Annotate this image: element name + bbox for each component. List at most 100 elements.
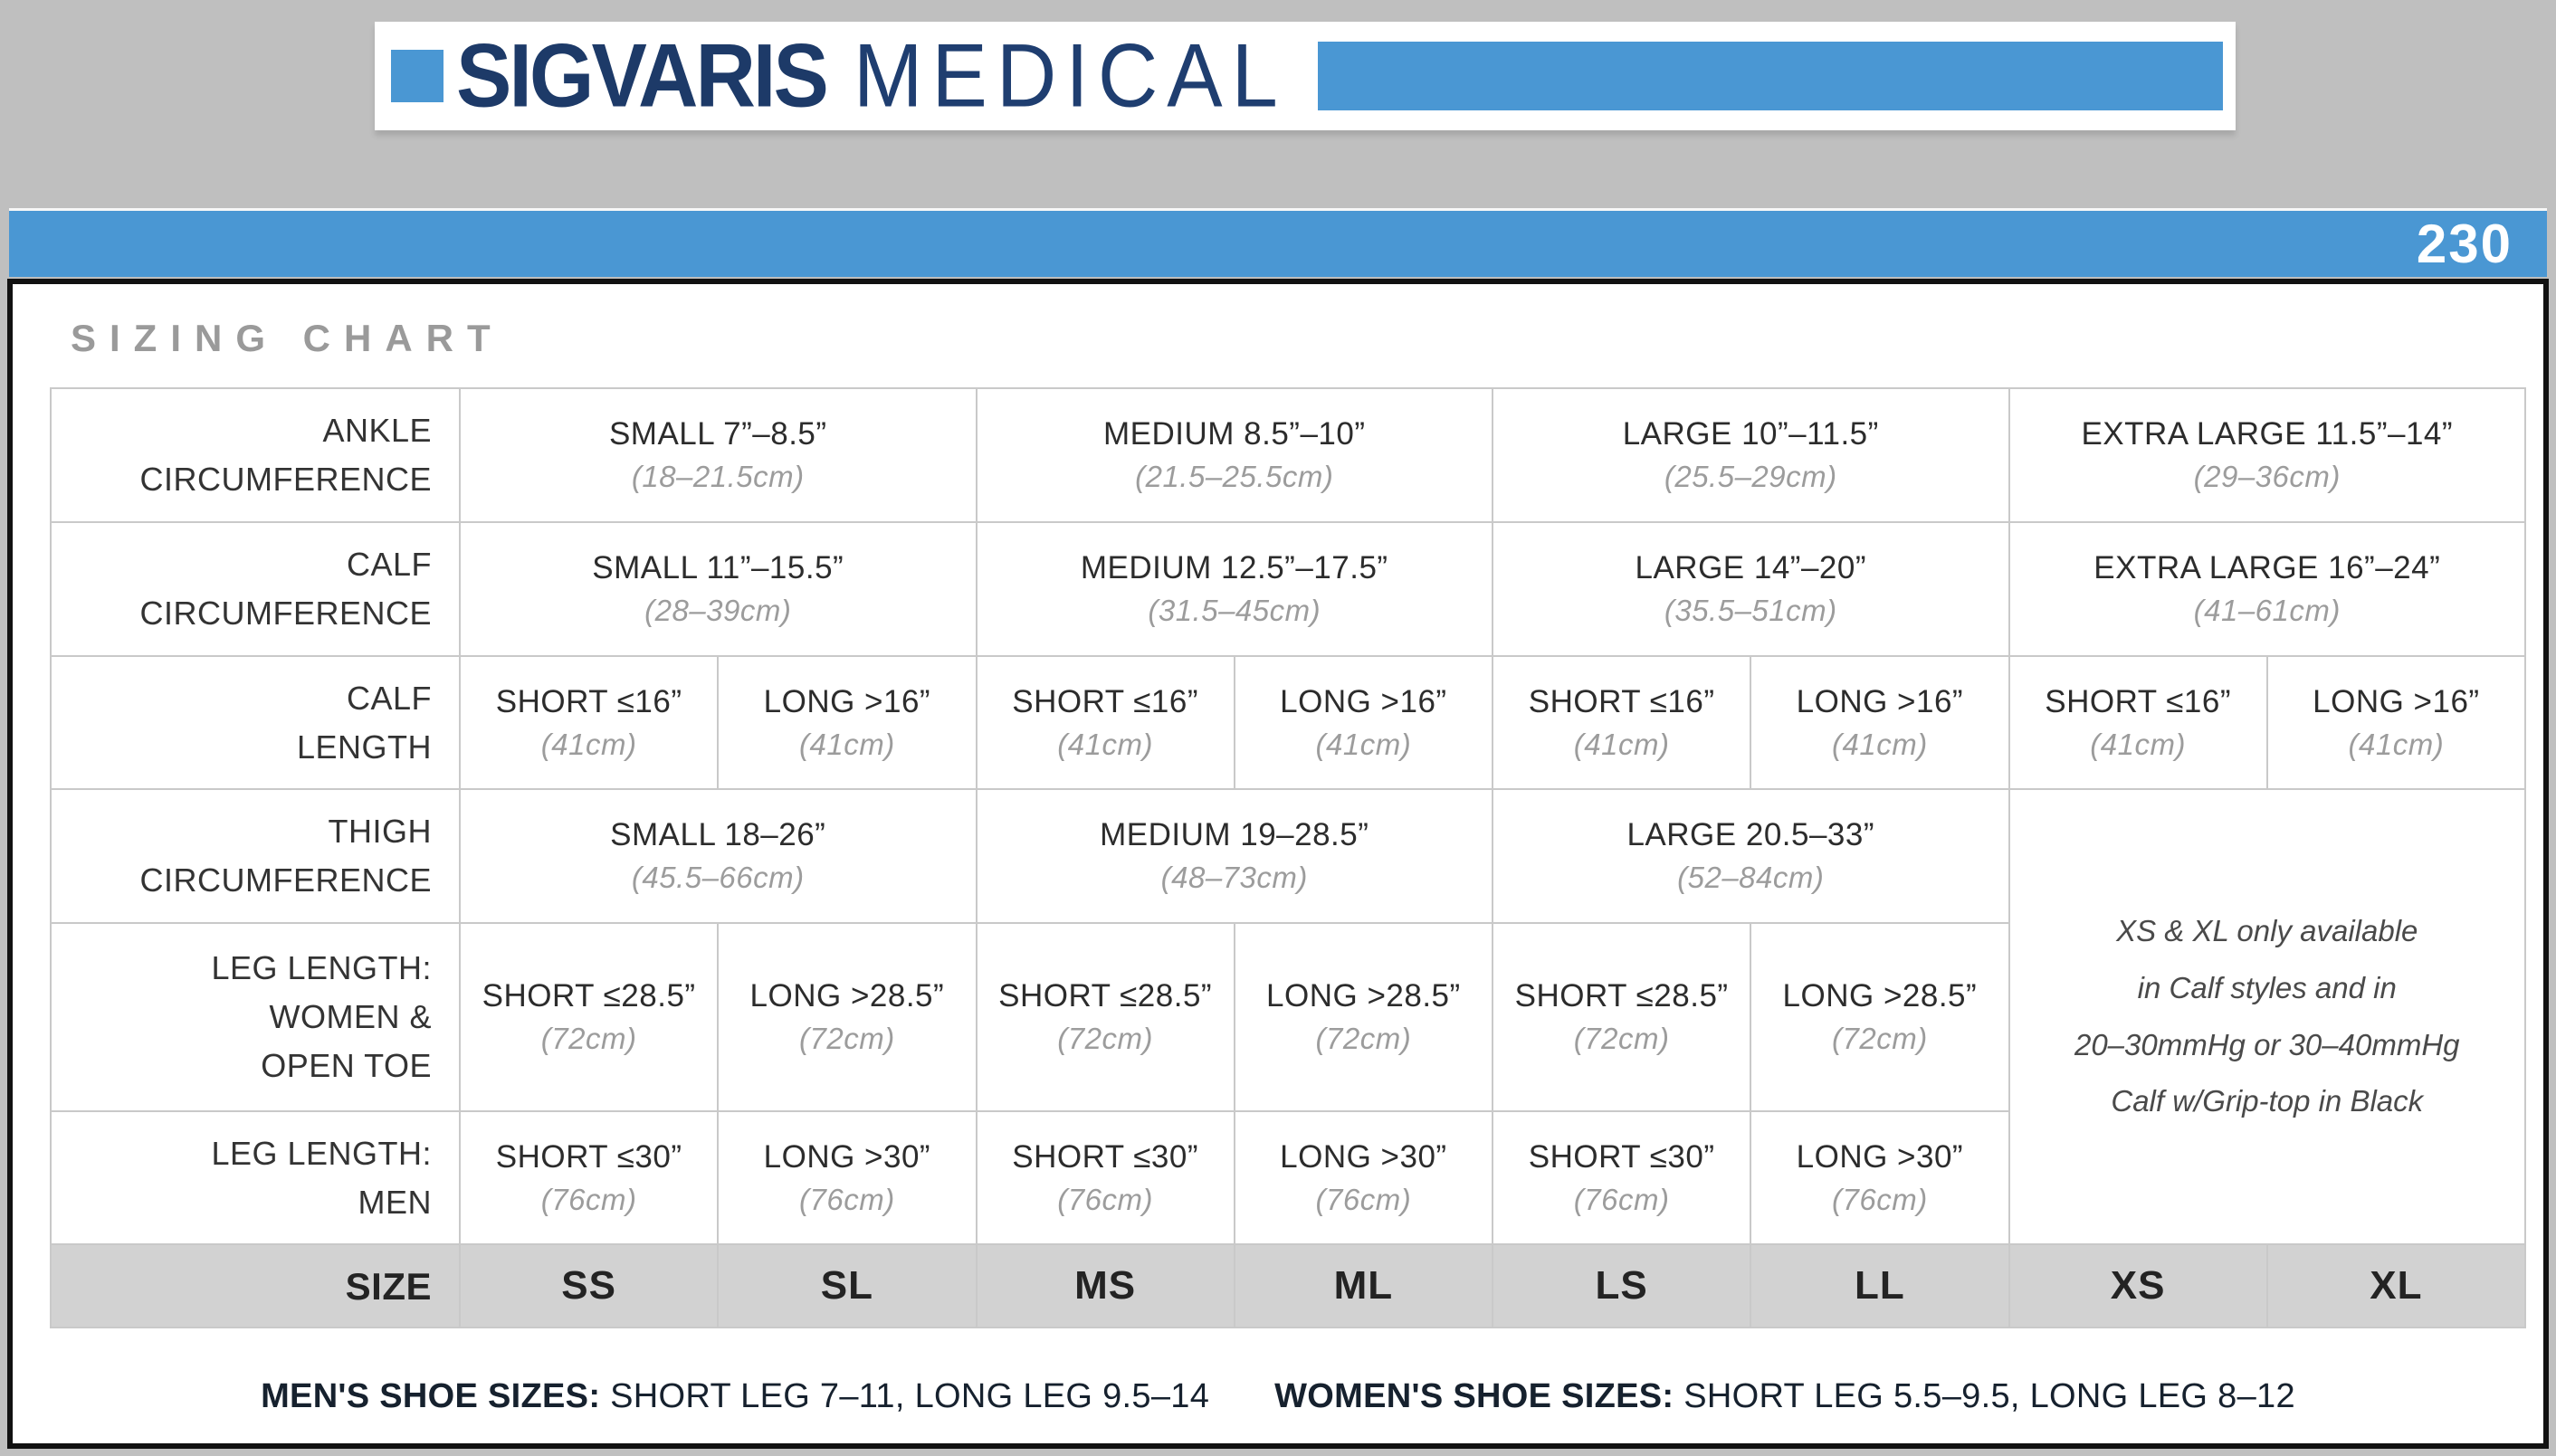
measurement-inches: SHORT ≤16” — [1012, 683, 1198, 719]
page-number: 230 — [2416, 214, 2513, 274]
measurement-cm: (31.5–45cm) — [1148, 594, 1321, 627]
calf-small-cell: SMALL 11”–15.5” (28–39cm) — [461, 523, 976, 655]
measurement-cm: (76cm) — [1832, 1182, 1928, 1216]
thigh-medium-cell: MEDIUM 19–28.5” (48–73cm) — [977, 790, 1492, 922]
logo-brand: SIGVARIS — [456, 25, 829, 126]
row-label-ankle-circumference: ANKLE CIRCUMFERENCE — [52, 389, 459, 521]
measurement-inches: MEDIUM 19–28.5” — [1100, 817, 1369, 852]
measurement-cm: (45.5–66cm) — [631, 861, 805, 894]
size-code-ss: SS — [461, 1245, 718, 1327]
calf-length-cell: SHORT ≤16” (41cm) — [461, 657, 718, 788]
measurement-inches: LARGE 10”–11.5” — [1622, 416, 1879, 452]
note-line: in Calf styles and in — [2137, 970, 2397, 1004]
measurement-cm: (72cm) — [1832, 1022, 1928, 1055]
calf-length-cell: LONG >16” (41cm) — [1751, 657, 2008, 788]
leg-length-women-cell: SHORT ≤28.5” (72cm) — [1493, 924, 1750, 1110]
row-label-calf-length: CALF LENGTH — [52, 657, 459, 788]
row-label-line: WOMEN & — [269, 998, 432, 1035]
thigh-large-cell: LARGE 20.5–33” (52–84cm) — [1493, 790, 2008, 922]
row-label-line: CIRCUMFERENCE — [139, 461, 432, 498]
measurement-cm: (41cm) — [1057, 727, 1153, 761]
measurement-inches: SHORT ≤30” — [495, 1138, 682, 1175]
leg-length-men-cell: LONG >30” (76cm) — [719, 1112, 976, 1243]
calf-length-cell: LONG >16” (41cm) — [1235, 657, 1492, 788]
measurement-cm: (21.5–25.5cm) — [1135, 460, 1334, 493]
mens-shoe-sizes-value: SHORT LEG 7–11, LONG LEG 9.5–14 — [610, 1377, 1210, 1415]
measurement-inches: LONG >16” — [2313, 683, 2480, 719]
measurement-inches: LARGE 20.5–33” — [1626, 817, 1875, 852]
calf-length-cell: SHORT ≤16” (41cm) — [977, 657, 1234, 788]
measurement-cm: (72cm) — [1057, 1022, 1153, 1055]
ankle-large-cell: LARGE 10”–11.5” (25.5–29cm) — [1493, 389, 2008, 521]
measurement-inches: LONG >28.5” — [1782, 978, 1978, 1013]
measurement-cm: (41cm) — [1832, 727, 1928, 761]
leg-length-men-cell: SHORT ≤30” (76cm) — [461, 1112, 718, 1243]
measurement-inches: SHORT ≤16” — [2045, 683, 2231, 719]
calf-large-cell: LARGE 14”–20” (35.5–51cm) — [1493, 523, 2008, 655]
measurement-inches: SHORT ≤28.5” — [1514, 978, 1729, 1013]
xs-xl-availability-note: XS & XL only available in Calf styles an… — [2009, 790, 2524, 1243]
measurement-cm: (52–84cm) — [1677, 861, 1825, 894]
calf-length-cell: LONG >16” (41cm) — [2267, 657, 2524, 788]
measurement-inches: LONG >16” — [1280, 683, 1447, 719]
mens-shoe-sizes: MEN'S SHOE SIZES: SHORT LEG 7–11, LONG L… — [261, 1377, 1209, 1416]
measurement-inches: EXTRA LARGE 11.5”–14” — [2081, 416, 2454, 452]
row-label-line: LEG LENGTH: — [211, 949, 432, 986]
measurement-inches: LONG >30” — [763, 1138, 931, 1175]
size-code-ml: ML — [1235, 1245, 1492, 1327]
measurement-inches: LONG >28.5” — [749, 978, 945, 1013]
womens-shoe-sizes-value: SHORT LEG 5.5–9.5, LONG LEG 8–12 — [1683, 1377, 2295, 1415]
row-label-line: THIGH — [328, 813, 432, 850]
sizing-table: ANKLE CIRCUMFERENCE SMALL 7”–8.5” (18–21… — [50, 387, 2526, 1328]
measurement-cm: (76cm) — [1573, 1182, 1670, 1216]
size-code-sl: SL — [719, 1245, 976, 1327]
shoe-sizes-footer: MEN'S SHOE SIZES: SHORT LEG 7–11, LONG L… — [7, 1377, 2549, 1416]
leg-length-men-cell: LONG >30” (76cm) — [1235, 1112, 1492, 1243]
measurement-inches: LONG >30” — [1280, 1138, 1447, 1175]
measurement-inches: LONG >28.5” — [1266, 978, 1461, 1013]
measurement-cm: (48–73cm) — [1160, 861, 1308, 894]
measurement-cm: (72cm) — [1573, 1022, 1670, 1055]
row-label-line: CIRCUMFERENCE — [139, 861, 432, 899]
size-code-xs: XS — [2009, 1245, 2266, 1327]
note-line: XS & XL only available — [2116, 914, 2418, 948]
measurement-cm: (76cm) — [540, 1182, 637, 1216]
logo-division: MEDICAL — [853, 25, 1287, 126]
leg-length-men-cell: SHORT ≤30” (76cm) — [977, 1112, 1234, 1243]
measurement-cm: (41cm) — [799, 727, 895, 761]
row-label-thigh-circumference: THIGH CIRCUMFERENCE — [52, 790, 459, 922]
measurement-cm: (41cm) — [2090, 727, 2186, 761]
measurement-inches: SHORT ≤28.5” — [998, 978, 1213, 1013]
mens-shoe-sizes-label: MEN'S SHOE SIZES: — [261, 1377, 601, 1415]
measurement-inches: MEDIUM 8.5”–10” — [1102, 416, 1366, 452]
thigh-small-cell: SMALL 18–26” (45.5–66cm) — [461, 790, 976, 922]
measurement-cm: (72cm) — [1315, 1022, 1412, 1055]
measurement-inches: EXTRA LARGE 16”–24” — [2093, 550, 2441, 585]
measurement-cm: (41cm) — [1315, 727, 1412, 761]
measurement-inches: LONG >16” — [1796, 683, 1964, 719]
size-code-ms: MS — [977, 1245, 1234, 1327]
leg-length-women-cell: LONG >28.5” (72cm) — [1235, 924, 1492, 1110]
size-code-xl: XL — [2267, 1245, 2524, 1327]
calf-length-cell: SHORT ≤16” (41cm) — [2009, 657, 2266, 788]
row-label-line: CALF — [346, 679, 432, 717]
size-row-label: SIZE — [52, 1245, 459, 1327]
measurement-inches: SMALL 11”–15.5” — [592, 550, 844, 585]
row-label-line: LENGTH — [296, 728, 432, 766]
measurement-inches: LONG >16” — [763, 683, 931, 719]
row-label-line: ANKLE — [322, 412, 432, 449]
page-banner: 230 — [9, 208, 2547, 277]
measurement-cm: (29–36cm) — [2193, 460, 2341, 493]
measurement-cm: (41cm) — [540, 727, 637, 761]
measurement-cm: (72cm) — [799, 1022, 895, 1055]
measurement-inches: SHORT ≤30” — [1012, 1138, 1198, 1175]
measurement-inches: MEDIUM 12.5”–17.5” — [1080, 550, 1388, 585]
measurement-cm: (41–61cm) — [2193, 594, 2341, 627]
womens-shoe-sizes: WOMEN'S SHOE SIZES: SHORT LEG 5.5–9.5, L… — [1274, 1377, 2295, 1416]
row-label-leg-length-women: LEG LENGTH: WOMEN & OPEN TOE — [52, 924, 459, 1110]
measurement-cm: (18–21.5cm) — [631, 460, 805, 493]
logo-bar-decoration — [1317, 42, 2223, 110]
measurement-cm: (76cm) — [799, 1182, 895, 1216]
row-label-line: OPEN TOE — [261, 1047, 432, 1084]
measurement-cm: (41cm) — [2348, 727, 2445, 761]
